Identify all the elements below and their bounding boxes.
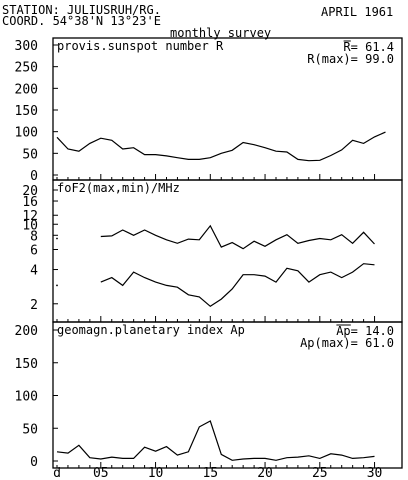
y-tick-label-1-1: 300 bbox=[15, 39, 38, 54]
y-tick-label-3-1: 200 bbox=[15, 324, 38, 339]
survey-subtitle: monthly survey bbox=[170, 26, 272, 40]
y-tick-label-1-3: 200 bbox=[15, 82, 38, 97]
y-tick-label-1-2: 250 bbox=[15, 61, 38, 76]
panel-title-2: foF2(max,min)/MHz bbox=[57, 181, 180, 195]
y-tick-label-1-4: 150 bbox=[15, 104, 38, 119]
x-tick-label-1: d bbox=[53, 466, 61, 480]
series-line-3-1-1 bbox=[56, 420, 375, 461]
series-line-2-2-2 bbox=[100, 263, 375, 308]
series-point-2-1-1 bbox=[56, 237, 58, 240]
station-label: STATION: JULIUSRUH/RG. bbox=[2, 3, 161, 17]
x-tick-label-2: 05 bbox=[93, 466, 109, 480]
panel-frame-2 bbox=[52, 179, 403, 323]
panel-stat-3-1: Ap= 14.0 bbox=[336, 324, 394, 338]
y-tick-label-2-2: 16 bbox=[22, 195, 38, 210]
y-tick-label-2-1: 20 bbox=[22, 184, 38, 199]
y-tick-label-3-5: 0 bbox=[30, 455, 38, 470]
y-tick-label-2-3: 12 bbox=[22, 209, 38, 224]
x-tick-label-5: 20 bbox=[257, 466, 273, 480]
series-line-1-1-1 bbox=[56, 131, 386, 162]
y-tick-label-2-8: 2 bbox=[30, 298, 38, 313]
y-tick-label-1-6: 50 bbox=[22, 147, 38, 162]
series-line-2-1-2 bbox=[100, 224, 375, 250]
y-tick-label-2-6: 6 bbox=[30, 243, 38, 258]
panel-title-3: geomagn.planetary index Ap bbox=[57, 323, 245, 337]
series-point-2-2-1 bbox=[56, 284, 58, 287]
panel-stat-1-1: R= 61.4 bbox=[343, 40, 394, 54]
y-tick-label-3-2: 150 bbox=[15, 357, 38, 372]
y-tick-label-2-7: 4 bbox=[30, 264, 38, 279]
panel-stat-1-2: R(max)= 99.0 bbox=[307, 52, 394, 66]
x-tick-label-6: 25 bbox=[312, 466, 328, 480]
y-tick-label-3-4: 50 bbox=[22, 422, 38, 437]
y-tick-label-2-4: 10 bbox=[22, 218, 38, 233]
x-tick-label-7: 30 bbox=[367, 466, 383, 480]
y-tick-label-2-5: 8 bbox=[30, 229, 38, 244]
x-tick-label-4: 15 bbox=[202, 466, 218, 480]
panel-stat-3-2: Ap(max)= 61.0 bbox=[300, 336, 394, 350]
date-label: APRIL 1961 bbox=[321, 5, 394, 19]
y-tick-label-3-3: 100 bbox=[15, 390, 38, 405]
x-tick-label-3: 10 bbox=[148, 466, 164, 480]
panel-title-1: provis.sunspot number R bbox=[57, 39, 224, 53]
y-tick-label-1-7: 0 bbox=[30, 169, 38, 184]
coordinates-label: COORD. 54°38'N 13°23'E bbox=[2, 14, 161, 28]
y-tick-label-1-5: 100 bbox=[15, 126, 38, 141]
